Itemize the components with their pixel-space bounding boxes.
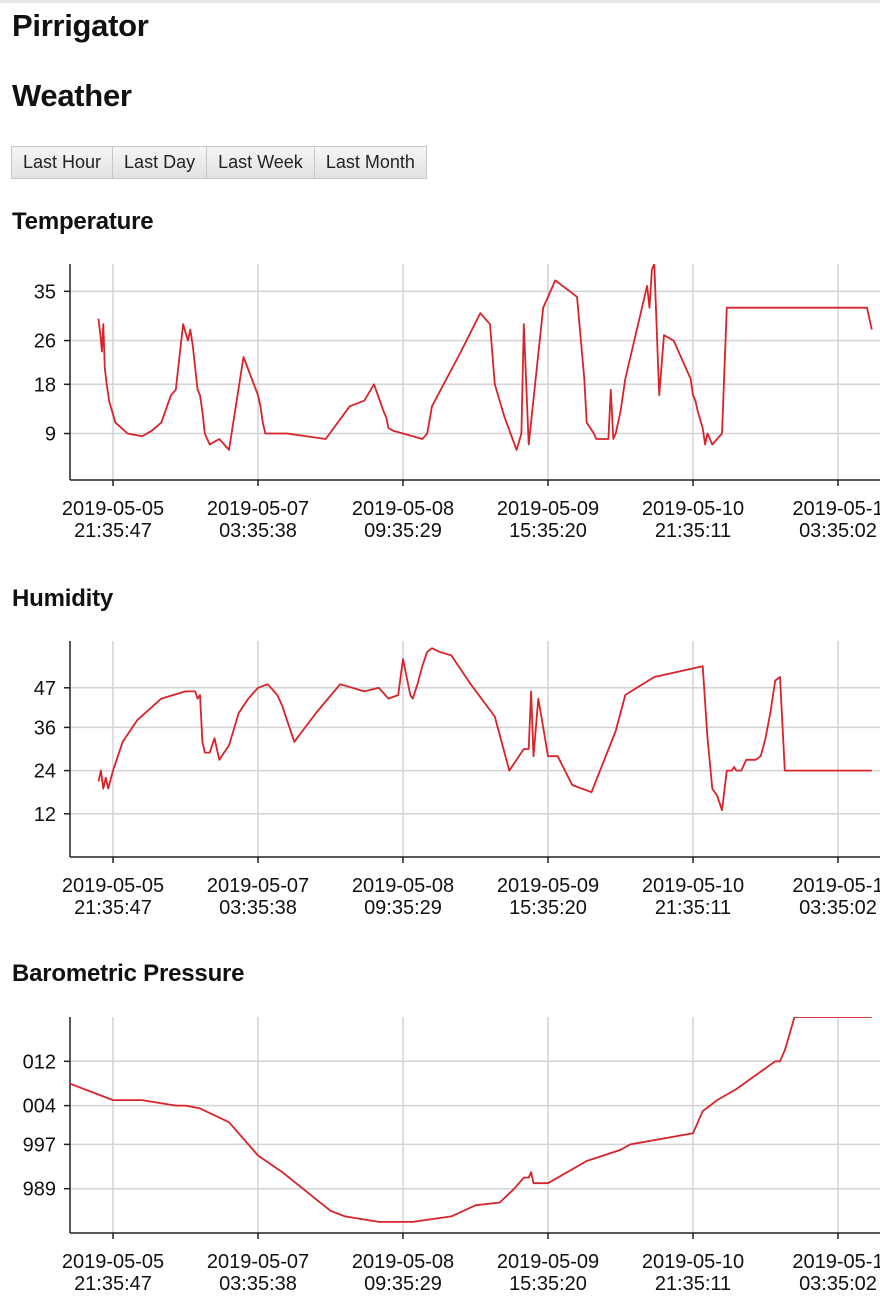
x-tick-label-date: 2019-05-07: [207, 1251, 309, 1273]
y-tick-label: 12: [34, 804, 56, 826]
y-tick-label: 004: [23, 1096, 56, 1118]
x-tick-label-date: 2019-05-09: [497, 875, 599, 897]
y-tick-label: 24: [34, 761, 56, 783]
temperature-heading: Temperature: [12, 208, 154, 235]
y-tick-label: 18: [34, 374, 56, 396]
x-tick-label-date: 2019-05-1: [792, 498, 880, 520]
last-month-button[interactable]: Last Month: [313, 146, 427, 179]
x-tick-label-date: 2019-05-07: [207, 875, 309, 897]
x-tick-label-date: 2019-05-08: [352, 875, 454, 897]
y-tick-label: 36: [34, 717, 56, 739]
x-tick-label-time: 21:35:11: [655, 1273, 731, 1295]
x-tick-label-time: 21:35:11: [655, 897, 731, 919]
x-tick-label-date: 2019-05-10: [642, 498, 744, 520]
x-tick-label-date: 2019-05-09: [497, 1251, 599, 1273]
x-tick-label-time: 21:35:47: [74, 897, 152, 919]
barometric-pressure-heading: Barometric Pressure: [12, 960, 245, 987]
x-tick-label-time: 03:35:38: [219, 897, 297, 919]
series-line: [97, 647, 872, 812]
x-tick-label-time: 15:35:20: [509, 520, 587, 542]
time-range-button-group: Last Hour Last Day Last Week Last Month: [11, 146, 427, 179]
x-tick-label-date: 2019-05-05: [62, 875, 164, 897]
x-tick-label-time: 09:35:29: [364, 1273, 442, 1295]
x-tick-label-time: 21:35:11: [655, 520, 731, 542]
x-tick-label-date: 2019-05-08: [352, 1251, 454, 1273]
y-tick-label: 35: [34, 281, 56, 303]
series-line: [97, 264, 873, 451]
x-tick-label-date: 2019-05-10: [642, 875, 744, 897]
x-tick-label-date: 2019-05-05: [62, 1251, 164, 1273]
x-tick-label-date: 2019-05-08: [352, 498, 454, 520]
x-tick-label-time: 21:35:47: [74, 520, 152, 542]
x-tick-label-time: 21:35:47: [74, 1273, 152, 1295]
y-tick-label: 989: [23, 1179, 56, 1201]
x-tick-label-time: 09:35:29: [364, 897, 442, 919]
x-tick-label-time: 03:35:02: [799, 1273, 877, 1295]
x-tick-label-date: 2019-05-1: [792, 1251, 880, 1273]
x-tick-label-time: 03:35:38: [219, 1273, 297, 1295]
x-tick-label-time: 03:35:02: [799, 520, 877, 542]
x-tick-label-date: 2019-05-10: [642, 1251, 744, 1273]
y-tick-label: 47: [34, 678, 56, 700]
y-tick-label: 9: [45, 424, 56, 446]
humidity-heading: Humidity: [12, 585, 114, 612]
x-tick-label-date: 2019-05-07: [207, 498, 309, 520]
x-tick-label-date: 2019-05-1: [792, 875, 880, 897]
last-week-button[interactable]: Last Week: [206, 146, 315, 179]
x-tick-label-time: 03:35:38: [219, 520, 297, 542]
x-tick-label-date: 2019-05-05: [62, 498, 164, 520]
top-divider: [0, 0, 880, 3]
y-tick-label: 012: [23, 1051, 56, 1073]
app-title: Pirrigator: [12, 8, 149, 43]
page-title: Weather: [12, 78, 132, 113]
x-tick-label-time: 15:35:20: [509, 1273, 587, 1295]
x-tick-label-date: 2019-05-09: [497, 498, 599, 520]
x-tick-label-time: 03:35:02: [799, 897, 877, 919]
y-tick-label: 26: [34, 331, 56, 353]
y-tick-label: 997: [23, 1134, 56, 1156]
series-line: [70, 1017, 872, 1223]
last-hour-button[interactable]: Last Hour: [11, 146, 114, 179]
x-tick-label-time: 15:35:20: [509, 897, 587, 919]
last-day-button[interactable]: Last Day: [112, 146, 208, 179]
x-tick-label-time: 09:35:29: [364, 520, 442, 542]
